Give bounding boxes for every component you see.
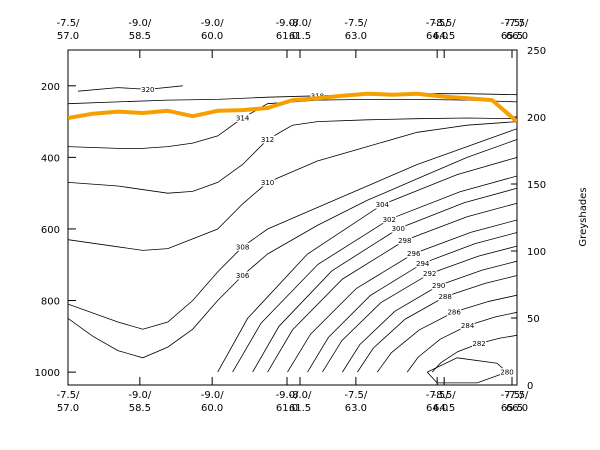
x-tick-label: -7.5/66.0 bbox=[506, 390, 530, 414]
x-tick-label-top: -7.5/57.0 bbox=[57, 18, 81, 42]
x-tick-label: -7.5/63.0 bbox=[344, 390, 368, 414]
y-tick-label: 1000 bbox=[35, 368, 60, 379]
contour-line bbox=[267, 202, 517, 373]
contour-label-bg bbox=[438, 292, 453, 301]
contour-label-bg bbox=[375, 200, 390, 209]
contour-label: 304 bbox=[376, 201, 390, 209]
contour-label-bg bbox=[382, 215, 397, 224]
x-tick-label: -8.5/64.5 bbox=[433, 390, 457, 414]
contour-label-bg bbox=[500, 368, 515, 377]
contour-line bbox=[342, 260, 517, 373]
x-tick-label-top: -8.5/64.5 bbox=[433, 18, 457, 42]
contour-label: 294 bbox=[416, 260, 430, 268]
contour-label: 300 bbox=[392, 225, 405, 233]
y2-tick-label: 250 bbox=[527, 46, 546, 57]
y-tick-label: 800 bbox=[41, 297, 60, 308]
x-tick-label-top: -8.0/61.5 bbox=[289, 18, 313, 42]
contour-label: 312 bbox=[261, 136, 274, 144]
x-tick-label-top: -7.5/66.0 bbox=[506, 18, 530, 42]
contour-line bbox=[68, 139, 517, 359]
y2-tick-label: 50 bbox=[527, 314, 540, 325]
contour-label-bg bbox=[235, 242, 250, 251]
contour-label: 282 bbox=[472, 340, 485, 348]
contour-label-bg bbox=[447, 307, 462, 316]
contour-label-bg bbox=[140, 85, 155, 94]
contour-line bbox=[68, 117, 517, 194]
contour-label-bg bbox=[235, 114, 250, 123]
y2-tick-label: 0 bbox=[527, 381, 533, 392]
contour-label: 288 bbox=[438, 293, 451, 301]
contour-line bbox=[322, 245, 517, 373]
contour-line bbox=[357, 275, 517, 373]
contour-line bbox=[307, 232, 517, 373]
contour-line bbox=[68, 99, 517, 149]
x-tick-label: -9.0/58.5 bbox=[128, 390, 152, 414]
contour-label-bg bbox=[460, 321, 475, 330]
y-tick-label: 400 bbox=[41, 153, 60, 164]
contour-label: 310 bbox=[261, 179, 274, 187]
contour-label-bg bbox=[431, 281, 446, 290]
contour-label-bg bbox=[260, 178, 275, 187]
y2-axis-label: Greyshades bbox=[578, 187, 589, 246]
x-tick-label-top: -7.5/65.5 bbox=[501, 18, 525, 42]
contour-label-bg bbox=[391, 224, 406, 233]
x-tick-label-top: -9.0/61.0 bbox=[276, 18, 300, 42]
x-tick-label-top: -9.0/58.5 bbox=[128, 18, 152, 42]
contour-label-bg bbox=[235, 271, 250, 280]
series-line bbox=[68, 91, 517, 124]
contour-line bbox=[77, 85, 183, 92]
x-tick-label-top: -9.0/60.0 bbox=[201, 18, 225, 42]
contour-label: 280 bbox=[500, 369, 513, 377]
contour-label: 320 bbox=[141, 86, 154, 94]
contour-label: 290 bbox=[432, 282, 445, 290]
contour-label: 286 bbox=[447, 308, 461, 316]
contour-line bbox=[287, 219, 517, 373]
contour-label-bg bbox=[415, 259, 430, 268]
contour-line bbox=[217, 157, 517, 373]
y2-tick-label: 150 bbox=[527, 180, 546, 191]
contour-line bbox=[406, 311, 517, 373]
contour-line bbox=[376, 294, 517, 373]
x-tick-label-top: -7.5/63.0 bbox=[344, 18, 368, 42]
contour-label: 296 bbox=[407, 250, 421, 258]
y-tick-label: 600 bbox=[41, 225, 60, 236]
x-tick-label: -9.0/60.0 bbox=[201, 390, 225, 414]
y2-tick-label: 200 bbox=[527, 113, 546, 124]
contour-label-bg bbox=[406, 249, 421, 258]
x-tick-label-top: -7.5/64.0 bbox=[426, 18, 450, 42]
contour-label-bg bbox=[422, 269, 437, 278]
y-tick-label: 200 bbox=[41, 82, 60, 93]
contour-label: 302 bbox=[383, 216, 396, 224]
plot-frame bbox=[67, 49, 518, 386]
x-tick-label: -7.5/57.0 bbox=[57, 390, 81, 414]
x-tick-label: -7.5/64.0 bbox=[426, 390, 450, 414]
contour-line bbox=[252, 187, 517, 373]
contour-label: 308 bbox=[236, 243, 249, 251]
y2-tick-label: 100 bbox=[527, 247, 546, 258]
contour-label: 284 bbox=[461, 322, 475, 330]
contour-line bbox=[68, 93, 517, 105]
contour-label: 306 bbox=[236, 272, 250, 280]
contour-label-bg bbox=[310, 91, 325, 100]
contour-line bbox=[431, 334, 517, 373]
contour-label: 298 bbox=[398, 237, 411, 245]
contour-label-bg bbox=[397, 236, 412, 245]
contour-line bbox=[426, 357, 508, 384]
x-tick-label: -9.0/61.0 bbox=[276, 390, 300, 414]
x-tick-label: -7.5/65.5 bbox=[501, 390, 525, 414]
contour-label-bg bbox=[472, 339, 487, 348]
x-tick-label: -8.0/61.5 bbox=[289, 390, 313, 414]
contour-label: 314 bbox=[236, 115, 250, 123]
contour-line bbox=[68, 121, 517, 251]
contour-label-bg bbox=[260, 135, 275, 144]
contour-label: 292 bbox=[423, 270, 436, 278]
contour-line bbox=[232, 175, 517, 373]
